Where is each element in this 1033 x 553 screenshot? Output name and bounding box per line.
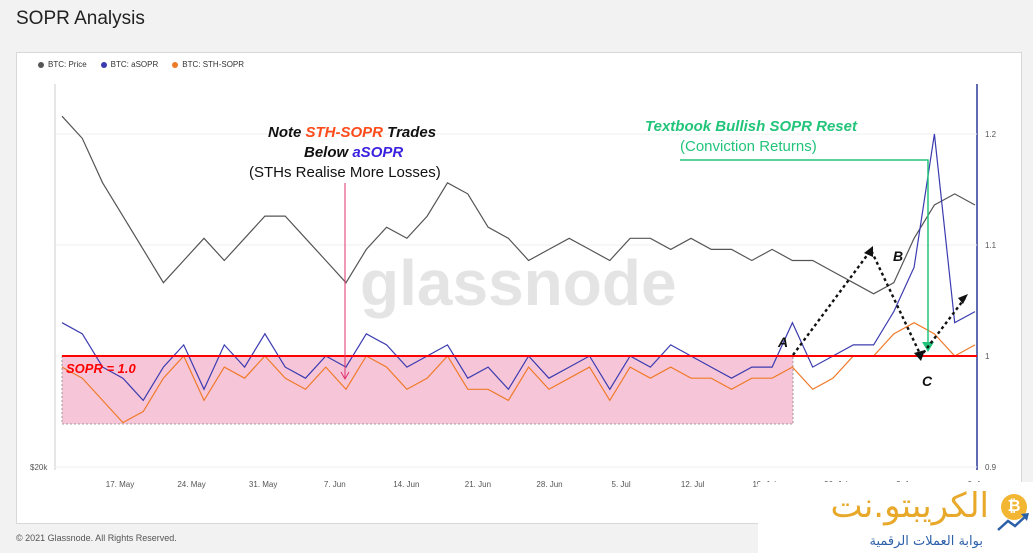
note-annotation-line1: Note STH-SOPR Trades <box>268 124 436 141</box>
point-label-a: A <box>777 334 788 350</box>
right-axis-ticks: 1.2 1.1 1 0.9 <box>985 130 997 472</box>
loss-zone-box <box>61 355 794 425</box>
right-axis-tick-label: 1 <box>985 352 990 361</box>
legend-item-sth[interactable]: BTC: STH-SOPR <box>172 60 244 69</box>
abc-arrowhead-c <box>914 350 925 361</box>
trend-arrow-icon <box>997 513 1029 531</box>
brand-sub-text: بوابة العملات الرقمية <box>869 534 983 549</box>
legend-item-asopr[interactable]: BTC: aSOPR <box>100 60 159 69</box>
x-axis-tick-label: 31. May <box>249 480 277 489</box>
left-axis-label: $20k <box>30 463 48 472</box>
note-line1-highlight: STH-SOPR <box>306 124 384 141</box>
x-axis-tick-label: 5. Jul <box>612 480 631 489</box>
point-label-c: C <box>922 373 933 389</box>
x-axis-tick-label: 28. Jun <box>536 480 562 489</box>
legend-label-price: BTC: Price <box>48 60 87 69</box>
note-annotation-line2: Below aSOPR <box>304 144 403 161</box>
legend-dot-price <box>38 61 44 68</box>
note-line2-prefix: Below <box>304 144 352 161</box>
x-axis-tick-label: 7. Jun <box>324 480 346 489</box>
right-axis-tick-label: 1.1 <box>985 241 997 250</box>
legend-dot-sth <box>172 61 179 68</box>
abc-arrowhead-end <box>958 294 968 304</box>
legend-dot-asopr <box>100 61 107 68</box>
right-axis-tick-label: 0.9 <box>985 463 997 472</box>
x-axis-tick-label: 12. Jul <box>681 480 705 489</box>
point-label-b: B <box>893 248 903 264</box>
series-line-sth-sopr <box>61 322 976 424</box>
note-line2-highlight: aSOPR <box>352 144 403 161</box>
abc-arrowhead-b <box>864 246 873 257</box>
chart-panel <box>16 52 1022 524</box>
x-axis-tick-label: 17. May <box>106 480 134 489</box>
legend-item-price[interactable]: BTC: Price <box>38 60 87 69</box>
footer-copyright: © 2021 Glassnode. All Rights Reserved. <box>16 533 177 543</box>
series-line-price <box>61 115 976 295</box>
abc-dotted-path <box>792 247 966 359</box>
note-line1-suffix: Trades <box>383 124 436 141</box>
chart-legend: BTC: Price BTC: aSOPR BTC: STH-SOPR <box>38 60 244 69</box>
watermark-text: glassnode <box>360 247 677 319</box>
brand-main-text: الكريبتو.نت <box>830 486 989 526</box>
x-axis-tick-label: 14. Jun <box>393 480 419 489</box>
note-annotation-line3: (STHs Realise More Losses) <box>249 164 441 181</box>
note-line1-prefix: Note <box>268 124 306 141</box>
green-annotation-line2: (Conviction Returns) <box>680 138 817 155</box>
threshold-label: SOPR = 1.0 <box>66 361 136 376</box>
x-axis-tick-label: 21. Jun <box>465 480 491 489</box>
brand-logo: الكريبتو.نت بوابة العملات الرقمية ₿ <box>758 482 1033 553</box>
note-pointer-arrowhead <box>340 371 350 381</box>
green-pointer-line <box>680 159 929 344</box>
legend-label-asopr: BTC: aSOPR <box>110 60 159 69</box>
series-line-asopr <box>61 133 976 402</box>
green-annotation-line1: Textbook Bullish SOPR Reset <box>645 118 858 135</box>
x-axis-tick-label: 24. May <box>177 480 205 489</box>
page-title: SOPR Analysis <box>16 8 145 29</box>
right-axis-tick-label: 1.2 <box>985 130 997 139</box>
legend-label-sth: BTC: STH-SOPR <box>182 60 245 69</box>
